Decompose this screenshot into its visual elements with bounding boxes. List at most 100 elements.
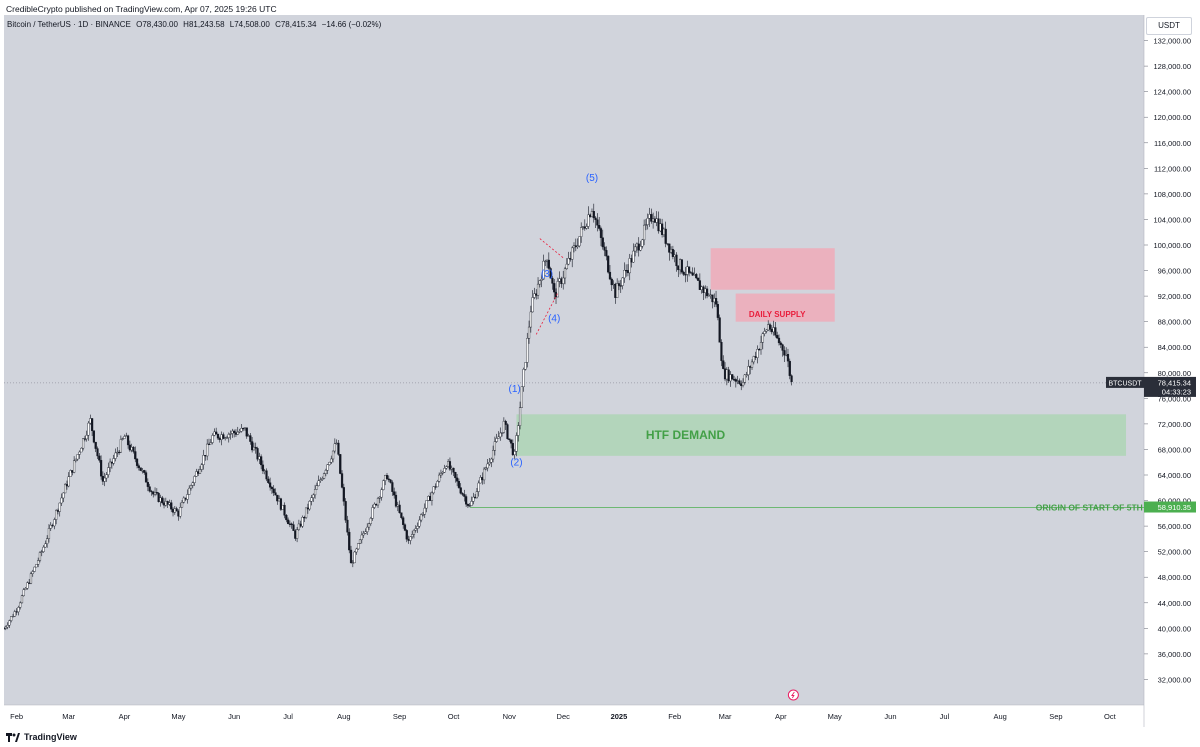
- publisher-credit: CredibleCrypto published on TradingView.…: [6, 4, 277, 14]
- candle-body: [313, 489, 317, 496]
- candle-body: [294, 530, 297, 539]
- time-tick-label: Oct: [448, 712, 461, 721]
- candle-body: [161, 497, 164, 504]
- price-tick-label: 60,000.00: [1158, 497, 1191, 506]
- candle-body: [596, 219, 599, 226]
- htf-demand-label: HTF DEMAND: [646, 428, 726, 442]
- candle-body: [353, 551, 356, 564]
- candle-body: [184, 497, 187, 500]
- chart-area[interactable]: 132,000.00 128,000.00 124,000.00 120,000.00…: [4, 15, 1196, 727]
- candle-body: [569, 258, 572, 260]
- candle-body: [96, 448, 99, 457]
- currency-selector[interactable]: USDT: [1146, 17, 1192, 35]
- candle-body: [364, 531, 367, 534]
- candle-body: [396, 504, 399, 507]
- candle-body: [11, 616, 15, 618]
- origin-price-label: 58,910.35: [1158, 503, 1191, 512]
- candle-body: [288, 523, 291, 525]
- time-axis-background[interactable]: [4, 705, 1144, 727]
- candle-body: [687, 266, 691, 273]
- candle-body: [263, 470, 266, 472]
- candle-body: [117, 451, 121, 454]
- legend-low: L74,508.00: [229, 20, 270, 29]
- candle-body: [371, 507, 374, 519]
- candle-body: [533, 293, 536, 298]
- candle-body: [20, 595, 24, 604]
- wave-label-3: (3): [541, 269, 553, 280]
- candle-body: [524, 362, 527, 370]
- candle-body: [457, 481, 461, 488]
- candle-body: [299, 523, 302, 527]
- candle-body: [64, 484, 67, 494]
- candle-body: [37, 560, 40, 565]
- candle-body: [189, 485, 193, 489]
- candle-body: [170, 502, 173, 510]
- event-marker-icon[interactable]: [787, 689, 799, 701]
- candle-body: [179, 507, 182, 517]
- candle-body: [339, 454, 342, 474]
- candle-body: [668, 243, 671, 253]
- candle-body: [8, 620, 11, 626]
- candle-body: [682, 271, 685, 275]
- candle-body: [330, 458, 333, 463]
- wave-label-2: (2): [510, 457, 522, 468]
- candle-body: [236, 431, 239, 435]
- candle-body: [653, 218, 657, 223]
- candle-body: [22, 589, 25, 596]
- candle-body: [509, 439, 513, 444]
- candle-body: [134, 451, 137, 460]
- candle-body: [173, 508, 176, 513]
- candle-body: [420, 514, 423, 521]
- candle-body: [468, 505, 471, 507]
- price-chart-svg[interactable]: 132,000.00 128,000.00 124,000.00 120,000.00…: [4, 15, 1196, 727]
- candle-body: [254, 446, 257, 449]
- candle-body: [774, 327, 777, 336]
- countdown-label: 04:33:23: [1162, 387, 1191, 396]
- candle-body: [384, 475, 387, 481]
- candle-body: [531, 297, 534, 313]
- candle-body: [617, 283, 621, 286]
- candle-body: [630, 258, 633, 263]
- candle-body: [114, 452, 117, 459]
- candle-body: [439, 473, 443, 476]
- time-tick-label: Feb: [668, 712, 681, 721]
- candle-body: [310, 497, 313, 502]
- candle-body: [691, 272, 694, 276]
- candle-body: [727, 369, 730, 382]
- candle-body: [382, 480, 385, 490]
- candle-body: [322, 473, 326, 479]
- candle-body: [499, 432, 502, 438]
- candle-body: [243, 427, 247, 429]
- demand-zone: [516, 414, 1127, 456]
- candle-body: [686, 266, 689, 275]
- candle-body: [558, 278, 561, 282]
- candle-body: [526, 338, 529, 363]
- candle-body: [265, 470, 268, 480]
- candle-body: [82, 438, 85, 449]
- candle-body: [594, 217, 597, 220]
- candle-body: [761, 333, 764, 343]
- candle-body: [351, 562, 354, 564]
- candle-body: [578, 236, 581, 247]
- price-axis-background[interactable]: [1144, 15, 1196, 727]
- candle-body: [348, 531, 351, 551]
- candle-body: [565, 263, 568, 270]
- candle-body: [312, 494, 315, 498]
- candle-body: [411, 534, 414, 538]
- plot-background[interactable]: [4, 15, 1144, 705]
- candle-body: [135, 458, 139, 466]
- price-tick-label: 128,000.00: [1153, 62, 1191, 71]
- candle-body: [98, 455, 101, 461]
- candle-body: [696, 277, 700, 281]
- candle-body: [731, 374, 734, 380]
- candle-body: [240, 427, 243, 432]
- tradingview-footer[interactable]: TradingView: [6, 732, 77, 742]
- candle-body: [768, 324, 772, 330]
- candle-body: [713, 298, 716, 303]
- candle-body: [375, 503, 378, 506]
- candle-body: [632, 250, 635, 263]
- candle-body: [718, 317, 721, 343]
- candle-body: [781, 344, 784, 351]
- symbol-tag-box: [1106, 376, 1144, 388]
- candle-body: [709, 294, 712, 296]
